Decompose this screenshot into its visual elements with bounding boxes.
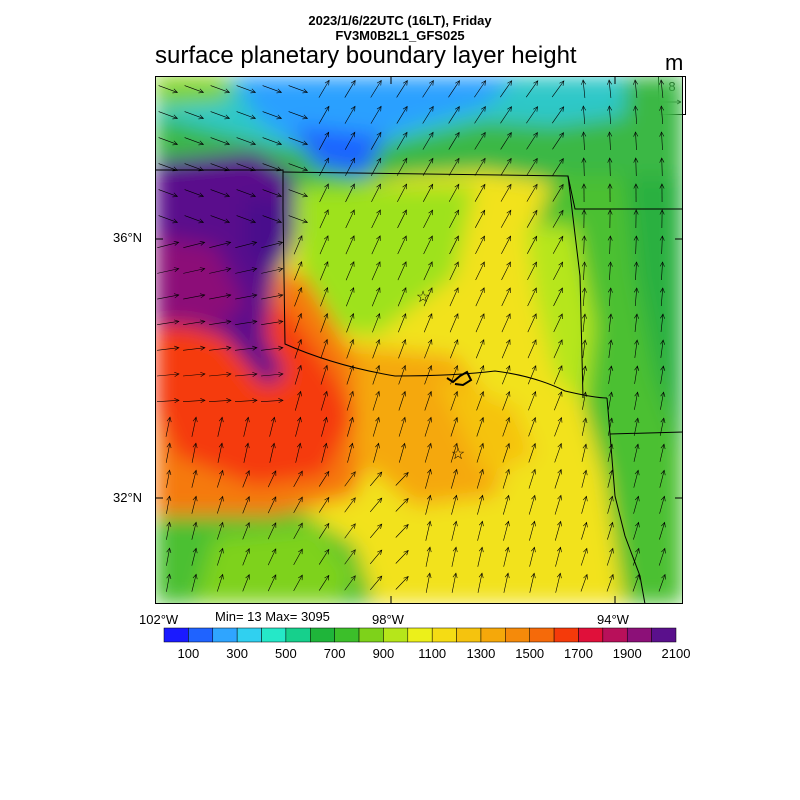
colorbar-swatch	[578, 627, 604, 643]
colorbar-label: 1300	[466, 646, 496, 661]
colorbar-swatch	[480, 627, 506, 643]
city-marker-icon: ☆	[416, 289, 430, 306]
datetime-title: 2023/1/6/22UTC (16LT), Friday	[308, 13, 492, 28]
lat-label-36n: 36°N	[113, 230, 143, 245]
min-max-stats: Min= 13 Max= 3095	[215, 609, 330, 624]
lat-label-32n: 32°N	[113, 490, 143, 505]
city-marker-icon: ☆	[451, 446, 465, 463]
unit-label: m	[665, 50, 684, 75]
lon-label-94w: 94°W	[597, 612, 629, 627]
colorbar-swatch	[602, 627, 628, 643]
colorbar-label: 100	[177, 646, 200, 661]
colorbar-swatch	[407, 627, 433, 643]
colorbar-swatch	[310, 627, 335, 643]
colorbar-label: 900	[372, 646, 395, 661]
tick-marks	[155, 76, 683, 604]
colorbar-swatch	[529, 627, 555, 643]
state-borders	[155, 169, 683, 604]
lon-label-98w: 98°W	[372, 612, 404, 627]
lon-label-102w: 102°W	[139, 612, 179, 627]
colorbar-swatch	[456, 627, 482, 643]
colorbar-label: 1500	[515, 646, 545, 661]
colorbar-label: 1900	[612, 646, 642, 661]
colorbar-swatch	[212, 627, 238, 643]
variable-title: surface planetary boundary layer height	[155, 42, 577, 69]
colorbar-swatch	[188, 627, 214, 643]
colorbar-swatch	[236, 627, 262, 643]
red-river-highlight	[446, 370, 473, 387]
colorbar-label: 500	[275, 646, 297, 661]
colorbar-swatch	[505, 627, 530, 643]
colorbar-swatch	[431, 627, 457, 643]
colorbar	[163, 627, 677, 643]
colorbar-swatch	[358, 627, 384, 643]
colorbar-label: 300	[226, 646, 248, 661]
colorbar-swatch	[553, 627, 579, 643]
pblh-map: ☆ ☆	[155, 76, 683, 604]
wind-vectors	[157, 79, 666, 593]
colorbar-swatch	[383, 627, 409, 643]
colorbar-swatch	[651, 627, 677, 643]
colorbar-swatch	[285, 627, 311, 643]
colorbar-label: 1100	[418, 646, 447, 661]
colorbar-label: 1700	[564, 646, 593, 661]
colorbar-label: 2100	[661, 646, 691, 661]
colorbar-swatch	[163, 627, 189, 643]
map-frame	[155, 76, 683, 604]
colorbar-swatch	[626, 627, 652, 643]
model-title: FV3M0B2L1_GFS025	[335, 28, 465, 43]
pblh-field	[155, 76, 683, 604]
colorbar-swatch	[261, 627, 287, 643]
colorbar-label: 700	[323, 646, 346, 661]
colorbar-swatch	[334, 627, 360, 643]
